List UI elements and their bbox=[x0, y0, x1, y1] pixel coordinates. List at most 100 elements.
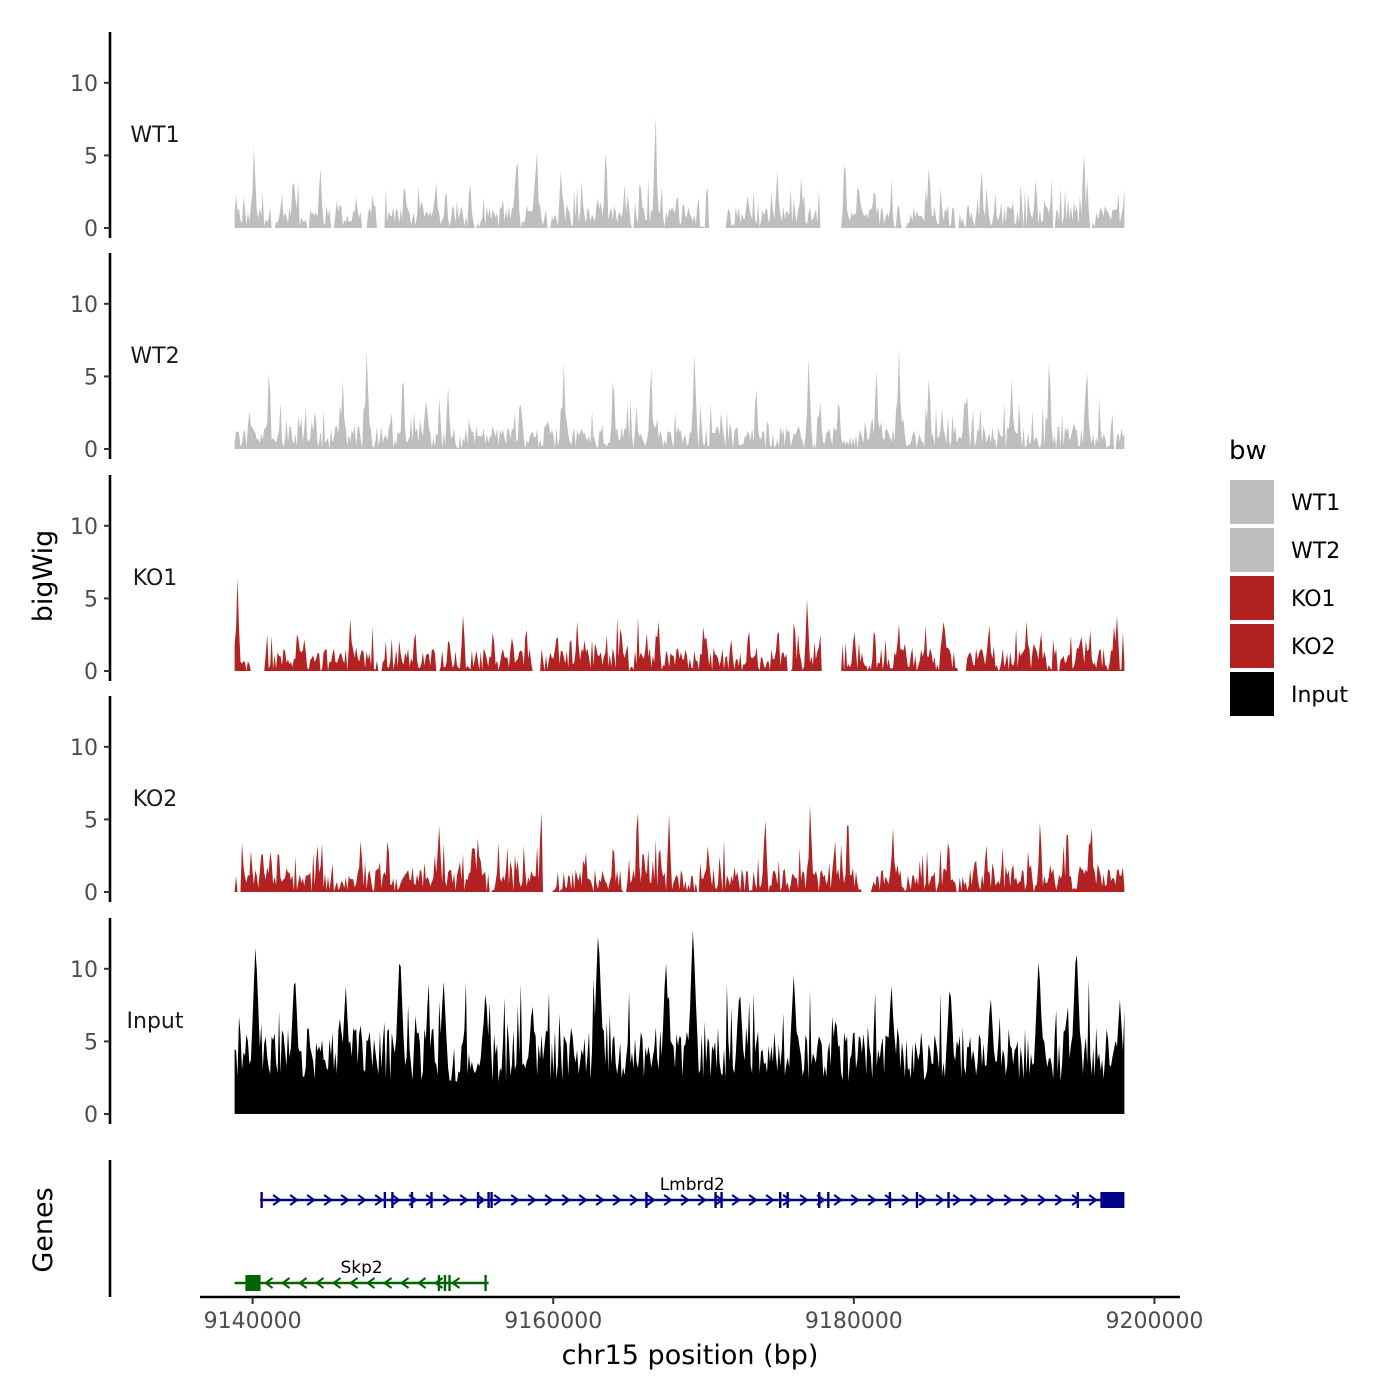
track-input: 0 5 10 Input bbox=[70, 918, 1125, 1128]
coverage-area-wt1 bbox=[234, 117, 1125, 228]
y-tick-label: 10 bbox=[70, 515, 98, 540]
x-tick-label: 9200000 bbox=[1105, 1309, 1203, 1334]
utr-block bbox=[1100, 1192, 1125, 1208]
strand-chevron bbox=[595, 1194, 605, 1206]
track-ko1: 0 5 10 KO1 bbox=[70, 475, 1125, 685]
strand-chevron bbox=[782, 1194, 792, 1206]
track-label: KO2 bbox=[133, 787, 178, 812]
strand-chevron bbox=[697, 1194, 707, 1206]
strand-chevron bbox=[969, 1194, 979, 1206]
strand-chevron bbox=[263, 1277, 274, 1289]
strand-chevron bbox=[731, 1194, 741, 1206]
strand-chevron bbox=[399, 1277, 410, 1289]
x-axis: 9140000 9160000 9180000 9200000 bbox=[200, 1295, 1203, 1334]
strand-chevron bbox=[357, 1194, 367, 1206]
legend-label: WT1 bbox=[1291, 491, 1340, 516]
strand-chevron bbox=[850, 1194, 860, 1206]
legend-label: WT2 bbox=[1291, 539, 1340, 564]
y-tick-label: 0 bbox=[84, 438, 98, 463]
strand-chevron bbox=[459, 1194, 469, 1206]
strand-chevron bbox=[918, 1194, 928, 1206]
y-axis-title: bigWig bbox=[28, 530, 59, 623]
gene-skp2: Skp2 bbox=[234, 1258, 489, 1291]
coverage-area-ko1 bbox=[234, 578, 1125, 671]
track-label: WT1 bbox=[130, 123, 179, 148]
y-tick-label: 5 bbox=[84, 808, 98, 833]
track-ko2: 0 5 10 KO2 bbox=[70, 696, 1125, 906]
strand-chevron bbox=[527, 1194, 537, 1206]
strand-chevron bbox=[935, 1194, 945, 1206]
strand-chevron bbox=[340, 1194, 350, 1206]
x-tick-label: 9160000 bbox=[504, 1309, 602, 1334]
legend-key-input bbox=[1230, 672, 1274, 716]
strand-chevron bbox=[331, 1277, 342, 1289]
strand-chevron bbox=[833, 1194, 843, 1206]
coverage-area-input bbox=[234, 930, 1125, 1114]
y-tick-label: 0 bbox=[84, 660, 98, 685]
strand-chevron bbox=[374, 1194, 384, 1206]
strand-chevron bbox=[323, 1194, 333, 1206]
y-tick-label: 0 bbox=[84, 217, 98, 242]
strand-chevron bbox=[867, 1194, 877, 1206]
strand-chevron bbox=[1003, 1194, 1013, 1206]
y-tick-label: 5 bbox=[84, 365, 98, 390]
legend-key-ko2 bbox=[1230, 624, 1274, 668]
strand-chevron bbox=[450, 1277, 461, 1289]
track-label: Input bbox=[127, 1009, 184, 1034]
strand-chevron bbox=[510, 1194, 520, 1206]
gene-lmbrd2: Lmbrd2 bbox=[260, 1175, 1125, 1208]
strand-chevron bbox=[280, 1277, 291, 1289]
strand-chevron bbox=[578, 1194, 588, 1206]
genes-axis-title: Genes bbox=[28, 1187, 59, 1272]
legend: bw WT1 WT2 KO1 KO2 Input bbox=[1229, 436, 1348, 716]
gene-label: Skp2 bbox=[340, 1258, 382, 1278]
legend-label: Input bbox=[1291, 683, 1348, 708]
strand-chevron bbox=[544, 1194, 554, 1206]
legend-label: KO2 bbox=[1291, 635, 1336, 660]
strand-chevron bbox=[382, 1277, 393, 1289]
track-label: WT2 bbox=[130, 344, 179, 369]
legend-title: bw bbox=[1229, 436, 1267, 466]
strand-chevron bbox=[1037, 1194, 1047, 1206]
strand-chevron bbox=[391, 1194, 401, 1206]
y-tick-label: 5 bbox=[84, 587, 98, 612]
strand-chevron bbox=[561, 1194, 571, 1206]
strand-chevron bbox=[629, 1194, 639, 1206]
strand-chevron bbox=[442, 1194, 452, 1206]
y-tick-label: 10 bbox=[70, 736, 98, 761]
strand-chevron bbox=[365, 1277, 376, 1289]
track-wt2: 0 5 10 WT2 bbox=[70, 253, 1125, 463]
strand-chevron bbox=[433, 1277, 444, 1289]
strand-chevron bbox=[476, 1194, 486, 1206]
x-tick-label: 9180000 bbox=[805, 1309, 903, 1334]
strand-chevron bbox=[348, 1277, 359, 1289]
y-tick-label: 5 bbox=[84, 1030, 98, 1055]
y-tick-label: 10 bbox=[70, 72, 98, 97]
strand-chevron bbox=[416, 1277, 427, 1289]
strand-chevron bbox=[884, 1194, 894, 1206]
y-tick-label: 5 bbox=[84, 144, 98, 169]
x-axis-title: chr15 position (bp) bbox=[562, 1340, 819, 1371]
y-tick-label: 0 bbox=[84, 881, 98, 906]
y-tick-label: 10 bbox=[70, 293, 98, 318]
legend-key-wt1 bbox=[1230, 480, 1274, 524]
gene-label: Lmbrd2 bbox=[660, 1175, 725, 1195]
gene-panel: Lmbrd2 Skp2 bbox=[108, 1160, 1125, 1297]
strand-chevron bbox=[612, 1194, 622, 1206]
track-panels: 0 5 10 WT1 0 5 10 WT2 0 5 10 KO1 0 5 10 KO2 0 5 10 Input bbox=[70, 32, 1125, 1128]
strand-chevron bbox=[986, 1194, 996, 1206]
strand-chevron bbox=[663, 1194, 673, 1206]
legend-label: KO1 bbox=[1291, 587, 1336, 612]
legend-key-wt2 bbox=[1230, 528, 1274, 572]
track-label: KO1 bbox=[133, 566, 178, 591]
strand-chevron bbox=[425, 1194, 435, 1206]
strand-chevron bbox=[1088, 1194, 1098, 1206]
utr-block bbox=[246, 1275, 261, 1291]
coverage-area-ko2 bbox=[234, 804, 1125, 892]
strand-chevron bbox=[646, 1194, 656, 1206]
y-tick-label: 0 bbox=[84, 1103, 98, 1128]
strand-chevron bbox=[306, 1194, 316, 1206]
x-tick-label: 9140000 bbox=[204, 1309, 302, 1334]
strand-chevron bbox=[272, 1194, 282, 1206]
